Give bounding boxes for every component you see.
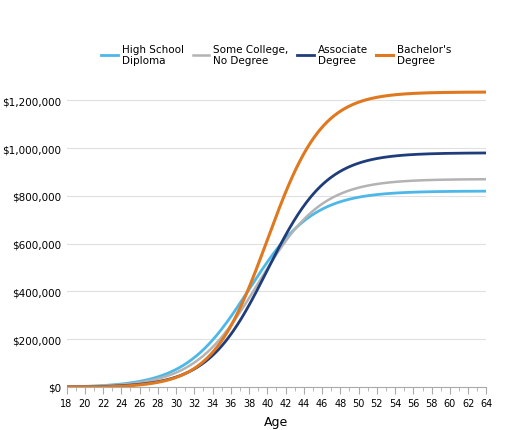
Legend: High School
Diploma, Some College,
No Degree, Associate
Degree, Bachelor's
Degre: High School Diploma, Some College, No De… bbox=[101, 44, 452, 66]
X-axis label: Age: Age bbox=[264, 415, 289, 428]
